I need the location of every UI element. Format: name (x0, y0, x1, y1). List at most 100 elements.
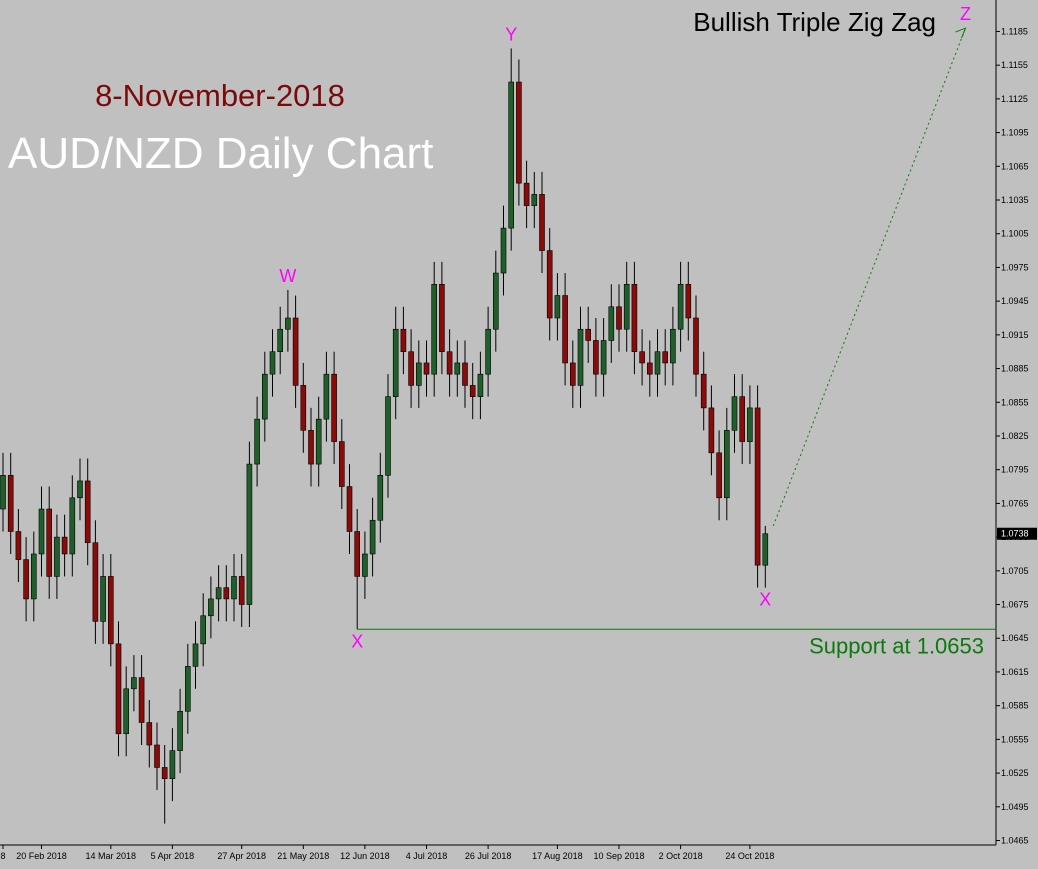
candle-body (477, 373, 484, 397)
candle-body (169, 750, 176, 780)
y-tick-label: 1.0705 (1001, 566, 1029, 576)
x-tick-label: 12 Jun 2018 (340, 851, 390, 861)
candle-body (192, 643, 199, 667)
candle-body (146, 722, 153, 746)
candle-body (231, 576, 237, 600)
candle-body (500, 227, 507, 274)
candle-body (84, 480, 91, 544)
candle-body (554, 295, 561, 319)
candle-body (700, 373, 707, 409)
candle-body (516, 81, 522, 184)
candle-body (269, 351, 276, 375)
candle-body (7, 475, 14, 532)
candle-body (138, 677, 145, 723)
x-tick-label: 14 Mar 2018 (86, 851, 137, 861)
candle-body (423, 362, 430, 375)
y-tick-label: 1.0615 (1001, 667, 1029, 677)
candle-body (600, 340, 607, 375)
candle-body (185, 666, 191, 712)
candle-body (485, 328, 491, 375)
x-tick-label: 10 Sep 2018 (593, 851, 644, 861)
y-tick-label: 1.0885 (1001, 364, 1029, 374)
y-tick-label: 1.0645 (1001, 633, 1029, 643)
y-tick-label: 1.0585 (1001, 701, 1029, 711)
candle-body (392, 328, 399, 397)
y-tick-label: 1.1125 (1001, 94, 1028, 104)
candle-body (69, 497, 76, 555)
candle-body (161, 767, 168, 780)
candle-body (77, 480, 83, 499)
wave-label: X (351, 631, 363, 651)
candle-body (223, 587, 230, 600)
candle-body (23, 559, 29, 600)
candle-body (546, 250, 553, 319)
candle-body (215, 587, 222, 600)
candle-body (454, 362, 461, 375)
candle-body (762, 533, 769, 566)
x-tick-label: 20 Feb 2018 (16, 851, 67, 861)
wave-label: Y (505, 24, 517, 44)
candle-body (177, 710, 183, 751)
candle-body (385, 396, 391, 476)
x-tick-label: 4 Jul 2018 (406, 851, 448, 861)
candle-body (331, 373, 337, 442)
candle-body (754, 407, 761, 566)
candle-body (685, 283, 692, 319)
candle-body (492, 272, 499, 330)
projection-line (772, 27, 966, 527)
candle-body (531, 194, 538, 206)
candle-body (108, 576, 114, 645)
wave-label: Z (960, 4, 971, 24)
candle-body (462, 362, 468, 386)
candle-body (623, 283, 630, 330)
y-tick-label: 1.0495 (1001, 802, 1029, 812)
candle-body (154, 744, 160, 768)
wave-label: X (759, 590, 771, 610)
y-tick-label: 1.1155 (1001, 60, 1028, 70)
candle-body (723, 430, 730, 499)
y-tick-label: 1.1065 (1001, 161, 1029, 171)
candle-body (739, 396, 746, 442)
candle-body (670, 328, 676, 364)
candle-body (92, 542, 99, 622)
candle-body (662, 351, 669, 364)
candle-body (200, 615, 206, 645)
candle-body (639, 351, 645, 364)
candle-body (693, 317, 699, 375)
y-tick-label: 1.0825 (1001, 431, 1029, 441)
candle-body (439, 283, 445, 353)
candle-body (577, 328, 584, 386)
candle-body (508, 81, 515, 229)
candle-body (300, 385, 307, 431)
candle-body (208, 598, 214, 617)
y-tick-label: 1.0465 (1001, 836, 1029, 846)
candle-body (15, 531, 22, 560)
candle-body (616, 306, 622, 330)
x-tick-label: 17 Aug 2018 (532, 851, 583, 861)
candle-body (716, 452, 722, 499)
candle-body (308, 430, 314, 465)
y-tick-label: 1.1035 (1001, 195, 1029, 205)
candle-body (708, 407, 715, 454)
candle-body (400, 328, 407, 353)
candle-body (261, 373, 268, 420)
candle-body (277, 328, 284, 353)
y-tick-label: 1.0765 (1001, 498, 1029, 508)
x-tick-label: 5 Apr 2018 (151, 851, 195, 861)
x-tick-label: 2 Oct 2018 (659, 851, 703, 861)
candle-body (408, 351, 414, 386)
candle-body (254, 418, 260, 465)
annotation: Bullish Triple Zig Zag (693, 7, 936, 37)
candle-body (523, 182, 530, 206)
candle-body (61, 536, 68, 555)
support-label: Support at 1.0653 (809, 633, 984, 658)
candle-body (38, 508, 45, 555)
y-tick-label: 1.0855 (1001, 397, 1029, 407)
candle-body (377, 475, 384, 521)
candle-body (246, 463, 253, 605)
wave-label: W (279, 266, 296, 286)
y-tick-label: 1.0555 (1001, 734, 1029, 744)
chart-subtitle: 8-November-2018 (95, 78, 345, 113)
candle-body (731, 396, 738, 431)
